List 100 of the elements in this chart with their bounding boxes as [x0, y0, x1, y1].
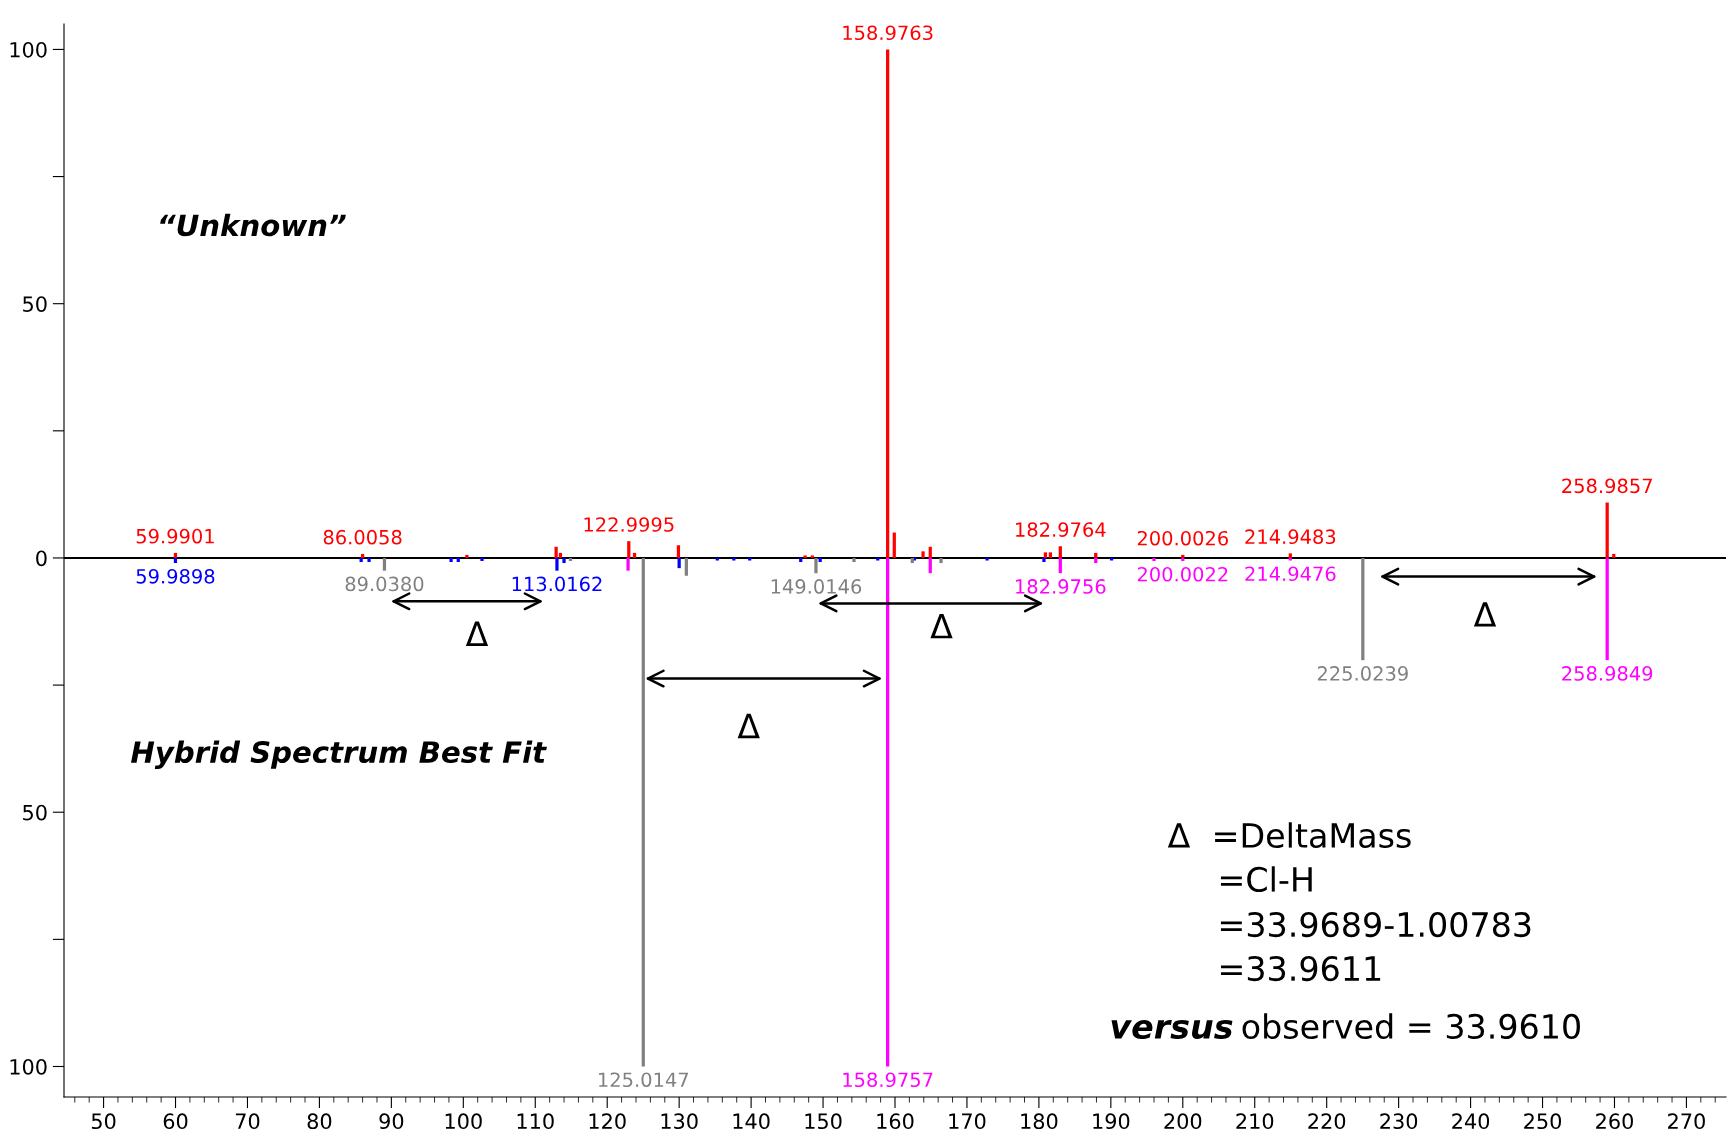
x-tick-label: 240: [1452, 1113, 1490, 1130]
annotation: 89.0380: [345, 576, 424, 592]
y-tick-label: 50: [23, 296, 47, 312]
annotation: =33.9611: [1220, 955, 1381, 982]
bar: [814, 557, 818, 574]
bar: [1152, 557, 1156, 562]
bar: [1288, 557, 1292, 561]
annotation: Δ: [930, 614, 953, 639]
x-tick-label: 270: [1668, 1113, 1705, 1130]
x-tick-label: 110: [517, 1113, 554, 1130]
bar: [732, 557, 736, 561]
annotation: 214.9476: [1245, 566, 1336, 582]
annotation: 214.9483: [1245, 529, 1336, 545]
annotation: 158.9763: [843, 25, 933, 41]
x-tick-label: 130: [661, 1113, 698, 1130]
bar: [1042, 557, 1046, 563]
x-tick-label: 190: [1093, 1113, 1130, 1130]
bar: [1094, 557, 1098, 564]
bar: [886, 557, 890, 1067]
x-tick-label: 60: [163, 1113, 188, 1130]
bar: [632, 552, 637, 558]
annotation: 200.0022: [1137, 566, 1228, 582]
bar: [715, 557, 719, 561]
annotation: Δ: [1473, 602, 1497, 627]
bar: [1288, 553, 1292, 558]
bar: [810, 555, 814, 558]
annotation: 113.0162: [512, 576, 602, 592]
annotation: 59.9901: [136, 528, 214, 544]
bar: [1109, 557, 1114, 561]
bar: [1181, 557, 1185, 562]
x-tick-label: 180: [1021, 1113, 1058, 1130]
bar: [799, 557, 803, 563]
bar: [555, 557, 559, 571]
x-tick-label: 150: [805, 1113, 842, 1130]
bar: [626, 557, 630, 571]
bar: [456, 557, 460, 563]
x-tick-label: 90: [379, 1113, 404, 1130]
x-tick-label: 160: [877, 1113, 914, 1130]
bar: [1605, 502, 1609, 558]
bar: [939, 557, 943, 564]
x-tick-label: 220: [1308, 1113, 1346, 1130]
bar: [568, 557, 573, 562]
y-tick-label: 100: [10, 1058, 47, 1075]
annotation: 225.0239: [1317, 666, 1408, 681]
annotation: 182.9756: [1016, 579, 1106, 594]
bar: [1048, 552, 1053, 558]
bar: [465, 554, 469, 558]
bar: [928, 557, 932, 574]
x-tick-label: 170: [949, 1113, 986, 1130]
bar: [382, 557, 387, 571]
bar: [852, 557, 856, 563]
bar: [1043, 552, 1047, 558]
x-tick-label: 50: [91, 1113, 116, 1130]
x-tick-label: 200: [1164, 1113, 1202, 1130]
y-tick-label: 0: [36, 550, 47, 567]
bar: [985, 557, 989, 561]
annotation: 182.9764: [1016, 522, 1106, 537]
annotation: “Unknown”: [160, 213, 346, 237]
bar: [676, 545, 681, 558]
x-tick-label: 260: [1596, 1113, 1633, 1130]
x-tick-label: 80: [307, 1113, 332, 1130]
x-tick-label: 210: [1236, 1113, 1274, 1130]
bar: [818, 557, 822, 563]
x-tick-label: 70: [235, 1113, 260, 1130]
bar: [1612, 553, 1616, 558]
annotation: =33.9689-1.00783: [1220, 911, 1531, 938]
bar: [627, 541, 631, 558]
annotation: 125.0147: [599, 1072, 689, 1088]
annotation: Hybrid Spectrum Best Fit: [131, 740, 547, 769]
annotation: 86.0058: [323, 529, 402, 545]
bar: [876, 557, 880, 561]
annotation: 122.9995: [584, 517, 674, 532]
bar: [886, 49, 890, 558]
annotation: Δ =DeltaMass: [1167, 822, 1411, 849]
x-tick-label: 250: [1524, 1113, 1562, 1130]
annotation: 158.9757: [843, 1072, 933, 1088]
bar: [173, 552, 178, 558]
bar: [562, 557, 566, 564]
annotation: versus: [1111, 1019, 1233, 1040]
bar: [1058, 557, 1062, 574]
bar: [449, 557, 453, 563]
annotation: 258.9857: [1562, 478, 1652, 494]
annotation: Δ: [465, 621, 489, 646]
x-tick-label: 120: [589, 1113, 626, 1130]
annotation: 59.9898: [136, 568, 215, 584]
bar: [748, 557, 752, 561]
bar: [361, 553, 365, 558]
bar: [684, 557, 688, 576]
annotation: 200.0026: [1137, 530, 1228, 546]
x-tick-label: 140: [733, 1113, 770, 1130]
bar: [803, 555, 807, 558]
bar: [928, 546, 932, 558]
x-tick-label: 100: [445, 1113, 482, 1130]
bar: [173, 557, 178, 564]
y-tick-label: 50: [23, 804, 47, 821]
bar: [359, 557, 363, 563]
bar: [1058, 546, 1062, 558]
annotation: Δ: [737, 713, 760, 739]
annotation: 258.9849: [1562, 666, 1653, 681]
bar: [677, 557, 681, 569]
